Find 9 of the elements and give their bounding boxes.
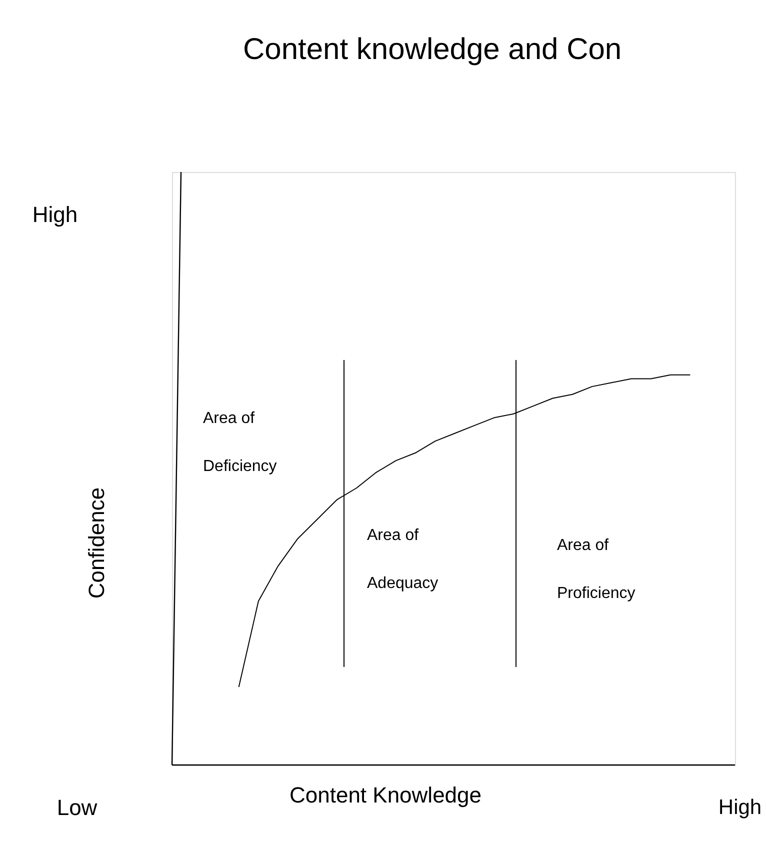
chart-title: Content knowledge and Con (243, 33, 622, 66)
text: High (32, 202, 78, 227)
text: Confidence (84, 487, 109, 599)
text: Area of Proficiency (557, 537, 636, 602)
text: Area of Adequacy (367, 527, 438, 592)
text: Area of Deficiency (203, 410, 277, 475)
text: High (718, 796, 762, 819)
text: Low (56, 795, 98, 820)
x-axis-title: Content Knowledge (289, 782, 482, 808)
